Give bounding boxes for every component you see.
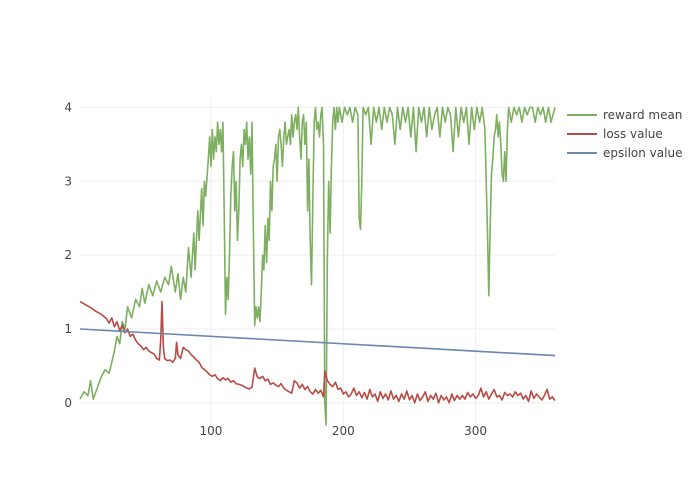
y-tick-label: 0 [64,396,72,410]
x-tick-label: 200 [332,424,355,438]
plot-area [79,106,556,426]
x-tick-label: 300 [464,424,487,438]
y-tick-label: 2 [64,248,72,262]
legend-label: epsilon value [603,146,682,160]
axis-labels: 0 1 2 3 4 100 200 300 [64,100,487,438]
legend-item-loss-value[interactable]: loss value [567,127,663,141]
legend-label: reward mean [603,108,682,122]
series-line-loss-value [79,300,556,404]
y-tick-label: 3 [64,174,72,188]
legend[interactable]: reward mean loss value epsilon value [567,108,682,160]
legend-label: loss value [603,127,663,141]
y-tick-label: 1 [64,322,72,336]
x-tick-label: 100 [200,424,223,438]
y-tick-label: 4 [64,100,72,114]
legend-item-reward-mean[interactable]: reward mean [567,108,682,122]
series-line-reward-mean [79,106,556,426]
grid [80,100,555,425]
legend-item-epsilon-value[interactable]: epsilon value [567,146,682,160]
series-line-epsilon-value [79,328,556,357]
